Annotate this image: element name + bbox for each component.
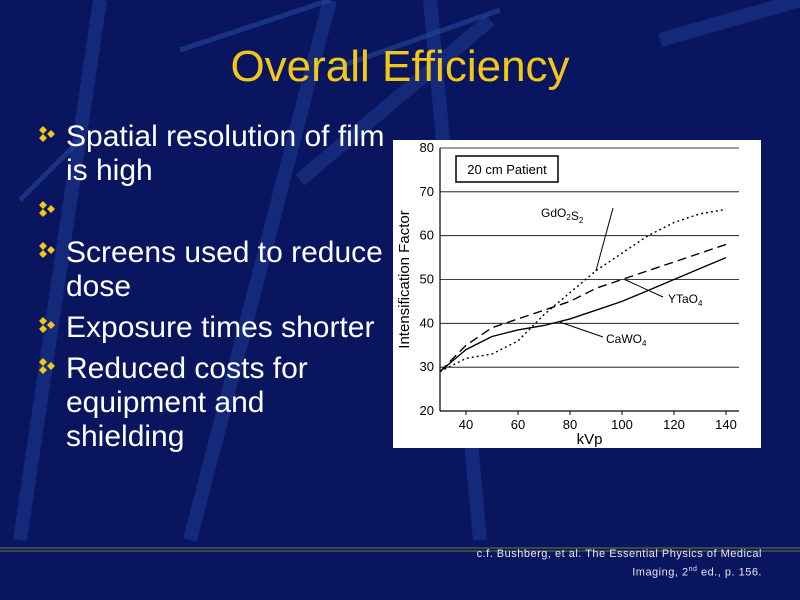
diamond-bullet-icon — [39, 358, 55, 374]
y-tick-label: 60 — [420, 228, 434, 243]
intensification-chart: 20 30 40 50 60 70 80 40 60 80 100 120 140 kVp Intensif… — [396, 140, 739, 448]
bullet-item — [36, 195, 386, 229]
diamond-bullet-icon — [39, 201, 55, 217]
y-tick-label: 20 — [420, 403, 434, 418]
x-tick-label: 100 — [611, 417, 633, 432]
x-axis-label: kVp — [577, 431, 603, 448]
citation-line-1: c.f. Bushberg, et al. The Essential Phys… — [476, 548, 762, 560]
bullet-text: Reduced costs for equipment and shieldin… — [66, 352, 308, 453]
series-label: CaWO4 — [606, 332, 647, 348]
bullet-item: Spatial resolution of film is high — [36, 120, 386, 188]
citation-line-2-pre: Imaging, 2 — [632, 566, 689, 579]
diamond-bullet-icon — [39, 242, 55, 258]
bullet-item: Exposure times shorter — [36, 311, 386, 345]
bullet-item: Screens used to reduce dose — [36, 236, 386, 304]
series-line-ytao4 — [439, 243, 727, 373]
citation-line-2: Imaging, 2nd ed., p. 156. — [362, 562, 762, 581]
bullet-text: Screens used to reduce dose — [66, 236, 383, 303]
y-tick-label: 80 — [420, 140, 434, 155]
x-tick-label: 120 — [663, 417, 685, 432]
bullet-list: Spatial resolution of film is high Scree… — [36, 120, 386, 461]
chart-panel: 20 30 40 50 60 70 80 40 60 80 100 120 140 kVp Intensif… — [393, 140, 761, 448]
bullet-text: Spatial resolution of film is high — [66, 120, 385, 187]
citation-line-2-post: ed., p. 156. — [697, 566, 762, 579]
series-leader-line — [559, 321, 604, 338]
x-tick-label: 60 — [511, 417, 525, 432]
y-tick-label: 50 — [420, 272, 434, 287]
series-label: YTaO4 — [668, 292, 703, 308]
series-line-cawo4 — [439, 256, 727, 373]
series-line-gd2o2s — [439, 208, 727, 373]
series-label: GdO2S2 — [541, 206, 584, 225]
footer-divider — [0, 547, 800, 552]
inset-label: 20 cm Patient — [467, 162, 547, 177]
y-tick-label: 30 — [420, 359, 434, 374]
x-tick-label: 40 — [459, 417, 473, 432]
citation: c.f. Bushberg, et al. The Essential Phys… — [362, 546, 762, 581]
slide-title: Overall Efficiency — [230, 42, 570, 91]
y-tick-label: 40 — [420, 315, 434, 330]
citation-sup: nd — [688, 566, 698, 573]
inset-label-box — [455, 155, 559, 183]
y-tick-label: 70 — [420, 184, 434, 199]
series-leader-line — [624, 279, 664, 298]
bullet-item: Reduced costs for equipment and shieldin… — [36, 352, 386, 454]
series-leader-line — [595, 207, 614, 271]
diamond-bullet-icon — [39, 317, 55, 333]
diamond-bullet-icon — [39, 126, 55, 142]
x-tick-label: 140 — [715, 417, 737, 432]
x-tick-label: 80 — [563, 417, 577, 432]
y-axis-label: Intensification Factor — [396, 210, 413, 348]
bullet-text: Exposure times shorter — [66, 311, 375, 344]
